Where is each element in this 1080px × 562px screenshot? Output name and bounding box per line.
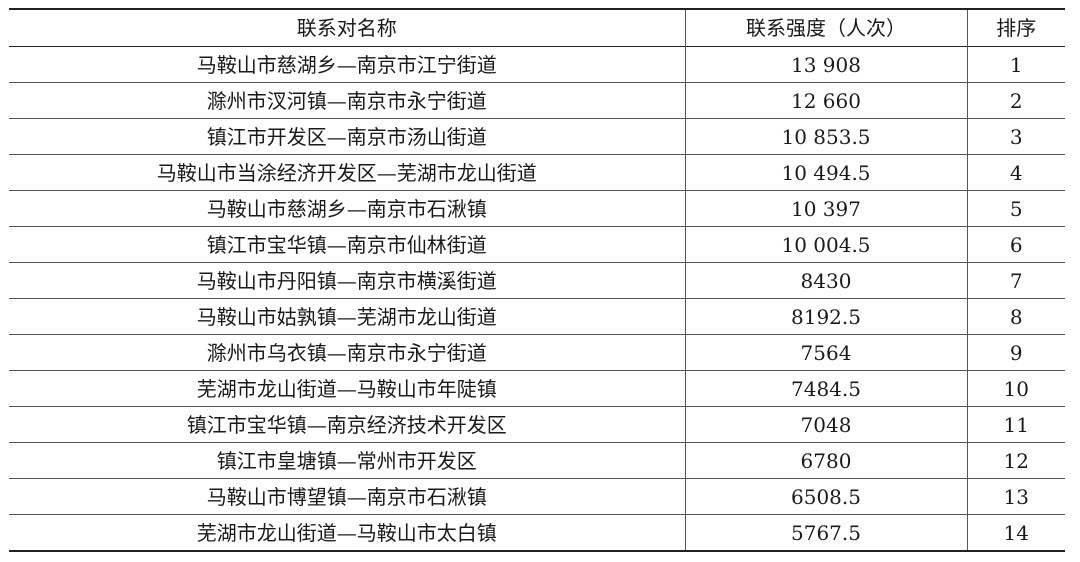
- cell-strength: 10 397: [684, 190, 967, 227]
- cell-rank: 1: [966, 46, 1065, 83]
- cell-rank: 7: [966, 262, 1065, 299]
- cell-pair-name: 马鞍山市博望镇—南京市石湫镇: [206, 484, 487, 509]
- cell-strength: 10 494.5: [684, 154, 967, 191]
- table-row: 马鞍山市当涂经济开发区—芜湖市龙山街道 10 494.5 4: [9, 154, 1065, 191]
- table-row: 马鞍山市丹阳镇—南京市横溪街道 8430 7: [9, 262, 1065, 299]
- table-row: 马鞍山市慈湖乡—南京市江宁街道 13 908 1: [9, 46, 1065, 83]
- cell-pair-name: 芜湖市龙山街道—马鞍山市太白镇: [196, 520, 497, 545]
- header-rank: 排序: [966, 9, 1065, 47]
- cell-strength: 7484.5: [684, 370, 967, 407]
- cell-strength: 5767.5: [684, 514, 967, 551]
- cell-rank: 14: [966, 514, 1065, 551]
- cell-strength: 7048: [684, 406, 967, 443]
- cell-rank: 8: [966, 298, 1065, 335]
- header-strength: 联系强度（人次）: [684, 9, 967, 47]
- table-row: 镇江市皇塘镇—常州市开发区 6780 12: [9, 442, 1065, 479]
- cell-pair-name: 滁州市乌衣镇—南京市永宁街道: [206, 340, 487, 365]
- cell-strength: 6780: [684, 442, 967, 479]
- cell-rank: 4: [966, 154, 1065, 191]
- cell-strength: 10 004.5: [684, 226, 967, 263]
- table-row: 滁州市汊河镇—南京市永宁街道 12 660 2: [9, 82, 1065, 119]
- cell-rank: 10: [966, 370, 1065, 407]
- cell-strength: 7564: [684, 334, 967, 371]
- linkage-strength-table-container: 联系对名称 联系强度（人次） 排序 马鞍山市慈湖乡—南京市江宁街道 13 908 1…: [9, 8, 1065, 552]
- table-row: 芜湖市龙山街道—马鞍山市年陡镇 7484.5 10: [9, 370, 1065, 407]
- table-row: 镇江市宝华镇—南京经济技术开发区 7048 11: [9, 406, 1065, 443]
- cell-pair-name: 滁州市汊河镇—南京市永宁街道: [206, 88, 487, 113]
- cell-pair-name: 马鞍山市丹阳镇—南京市横溪街道: [196, 268, 497, 293]
- cell-rank: 2: [966, 82, 1065, 119]
- cell-pair-name: 马鞍山市姑孰镇—芜湖市龙山街道: [196, 304, 497, 329]
- table-row: 镇江市宝华镇—南京市仙林街道 10 004.5 6: [9, 226, 1065, 263]
- cell-pair-name: 镇江市宝华镇—南京经济技术开发区: [186, 412, 507, 437]
- cell-rank: 9: [966, 334, 1065, 371]
- table-row: 滁州市乌衣镇—南京市永宁街道 7564 9: [9, 334, 1065, 371]
- cell-pair-name: 芜湖市龙山街道—马鞍山市年陡镇: [196, 376, 497, 401]
- cell-rank: 11: [966, 406, 1065, 443]
- table-row: 马鞍山市慈湖乡—南京市石湫镇 10 397 5: [9, 190, 1065, 227]
- cell-pair-name: 镇江市宝华镇—南京市仙林街道: [206, 232, 487, 257]
- table-row: 马鞍山市博望镇—南京市石湫镇 6508.5 13: [9, 478, 1065, 515]
- table-row: 镇江市开发区—南京市汤山街道 10 853.5 3: [9, 118, 1065, 155]
- header-pair-name: 联系对名称: [296, 16, 397, 40]
- cell-pair-name: 马鞍山市慈湖乡—南京市石湫镇: [206, 196, 487, 221]
- header-row: 联系对名称 联系强度（人次） 排序: [9, 9, 1065, 47]
- table-row: 芜湖市龙山街道—马鞍山市太白镇 5767.5 14: [9, 514, 1065, 551]
- table-header: 联系对名称 联系强度（人次） 排序: [9, 9, 1065, 47]
- cell-rank: 13: [966, 478, 1065, 515]
- linkage-strength-table: 联系对名称 联系强度（人次） 排序 马鞍山市慈湖乡—南京市江宁街道 13 908 1…: [9, 8, 1065, 552]
- cell-rank: 12: [966, 442, 1065, 479]
- table-body: 马鞍山市慈湖乡—南京市江宁街道 13 908 1 滁州市汊河镇—南京市永宁街道 12 6…: [9, 46, 1065, 551]
- cell-rank: 3: [966, 118, 1065, 155]
- cell-rank: 5: [966, 190, 1065, 227]
- cell-pair-name: 马鞍山市慈湖乡—南京市江宁街道: [196, 52, 497, 77]
- cell-pair-name: 镇江市皇塘镇—常州市开发区: [216, 448, 477, 473]
- cell-strength: 13 908: [684, 46, 967, 83]
- cell-rank: 6: [966, 226, 1065, 263]
- cell-pair-name: 马鞍山市当涂经济开发区—芜湖市龙山街道: [156, 160, 537, 185]
- cell-strength: 10 853.5: [684, 118, 967, 155]
- cell-strength: 8192.5: [684, 298, 967, 335]
- cell-pair-name: 镇江市开发区—南京市汤山街道: [206, 124, 487, 149]
- table-row: 马鞍山市姑孰镇—芜湖市龙山街道 8192.5 8: [9, 298, 1065, 335]
- cell-strength: 12 660: [684, 82, 967, 119]
- cell-strength: 8430: [684, 262, 967, 299]
- cell-strength: 6508.5: [684, 478, 967, 515]
